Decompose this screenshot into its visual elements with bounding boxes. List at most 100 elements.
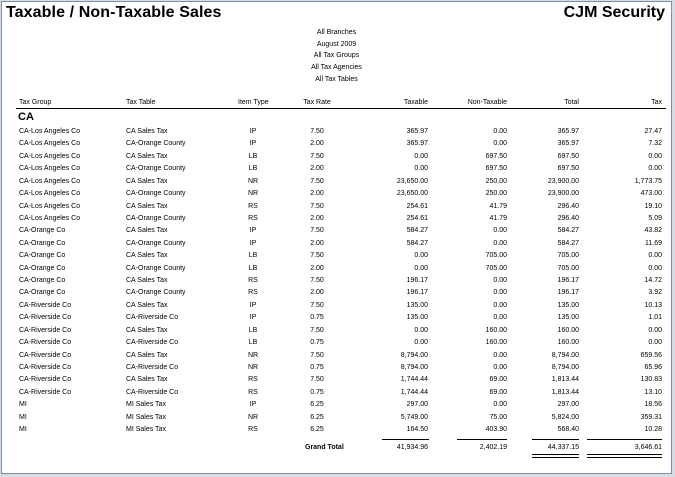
cell-tax-table: MI Sales Tax: [126, 413, 166, 421]
cell-item-type: NR: [247, 190, 259, 198]
cell-non-taxable: 697.50: [485, 165, 507, 173]
cell-taxable: 0.00: [414, 165, 428, 173]
cell-non-taxable: 250.00: [485, 177, 507, 185]
cell-item-type: IP: [249, 128, 257, 135]
report-title: Taxable / Non-Taxable Sales: [6, 4, 222, 21]
grand-total-row: Grand Total 41,934.96 2,402.19 44,337.15…: [2, 444, 671, 454]
cell-tax-rate: 2.00: [310, 214, 324, 222]
cell-tax-rate: 7.50: [310, 301, 324, 309]
cell-non-taxable: 69.00: [489, 388, 507, 396]
cell-item-type: LB: [248, 339, 258, 347]
cell-item-type: IP: [249, 140, 257, 148]
cell-tax-group: CA-Riverside Co: [19, 339, 72, 347]
cell-tax: 359.31: [640, 413, 662, 421]
table-row: CA-Orange Co CA Sales Tax LB 7.50 0.00 705.00…: [2, 252, 671, 264]
cell-tax-rate: 0.75: [310, 388, 324, 396]
cell-item-type: IP: [249, 301, 257, 309]
cell-total: 365.97: [557, 140, 579, 148]
cell-non-taxable: 0.00: [493, 140, 507, 148]
cell-taxable: 5,749.00: [400, 413, 428, 421]
grand-total-label: Grand Total: [305, 444, 344, 451]
cell-tax-rate: 2.00: [310, 264, 324, 272]
filter-branches: All Branches: [316, 29, 357, 36]
header-tax-rate: Tax Rate: [303, 99, 331, 106]
cell-item-type: LB: [248, 152, 258, 160]
cell-total: 697.50: [557, 152, 579, 160]
company-name: CJM Security: [563, 4, 665, 21]
cell-tax-group: CA-Los Angeles Co: [19, 214, 81, 222]
cell-tax: 130.83: [640, 376, 662, 384]
cell-item-type: RS: [248, 277, 258, 285]
filter-tax-tables: All Tax Tables: [315, 75, 358, 83]
cell-non-taxable: 705.00: [485, 264, 507, 272]
cell-taxable: 8,794.00: [400, 363, 428, 371]
cell-item-type: NR: [247, 363, 259, 371]
cell-taxable: 584.27: [406, 227, 428, 235]
cell-tax-table: CA-Orange County: [126, 264, 186, 272]
cell-tax-rate: 6.25: [310, 401, 324, 409]
table-row: MI MI Sales Tax RS 6.25 164.50 403.90 568.40 10…: [2, 426, 671, 438]
cell-tax: 10.13: [644, 301, 662, 309]
cell-total: 23,900.00: [547, 177, 579, 185]
cell-non-taxable: 160.00: [485, 326, 507, 334]
table-row: CA-Riverside Co CA-Riverside Co RS 0.75 1,74…: [2, 389, 671, 401]
cell-non-taxable: 0.00: [493, 351, 507, 359]
table-row: CA-Orange Co CA-Orange County RS 2.00 196.17…: [2, 289, 671, 301]
cell-tax: 0.00: [648, 252, 662, 260]
cell-item-type: LB: [248, 264, 258, 272]
cell-tax: 43.82: [644, 227, 662, 235]
cell-non-taxable: 697.50: [485, 152, 507, 160]
table-row: CA-Los Angeles Co CA Sales Tax RS 7.50 254.6…: [2, 203, 671, 215]
filter-tax-agencies: All Tax Agencies: [311, 64, 362, 72]
cell-tax-rate: 7.50: [310, 252, 324, 260]
cell-non-taxable: 75.00: [489, 413, 507, 421]
cell-item-type: LB: [248, 252, 258, 260]
cell-tax-table: CA-Orange County: [126, 190, 186, 198]
cell-item-type: LB: [248, 326, 258, 334]
header-total: Total: [564, 99, 579, 106]
cell-tax: 0.00: [648, 152, 662, 160]
cell-tax-group: CA-Orange Co: [19, 277, 66, 285]
cell-non-taxable: 0.00: [493, 128, 507, 135]
cell-tax-rate: 0.75: [310, 363, 324, 371]
cell-tax-table: CA Sales Tax: [126, 277, 168, 285]
cell-tax-rate: 7.50: [310, 202, 324, 210]
total-divider-total: [532, 439, 579, 440]
cell-total: 135.00: [557, 314, 579, 322]
cell-non-taxable: 41.79: [489, 214, 507, 222]
cell-tax: 19.10: [644, 202, 662, 210]
cell-tax: 0.00: [648, 326, 662, 334]
cell-tax-rate: 2.00: [310, 165, 324, 173]
cell-tax-group: MI: [19, 401, 27, 409]
table-row: CA-Los Angeles Co CA Sales Tax IP 7.50 365.9…: [2, 128, 671, 140]
cell-tax-table: MI Sales Tax: [126, 401, 166, 409]
grand-total-taxable: 41,934.96: [396, 444, 428, 451]
table-row: CA-Riverside Co CA Sales Tax LB 7.50 0.00 160…: [2, 327, 671, 339]
cell-non-taxable: 0.00: [493, 401, 507, 409]
cell-taxable: 196.17: [406, 277, 428, 285]
cell-non-taxable: 403.90: [485, 426, 507, 434]
cell-total: 365.97: [557, 128, 579, 135]
table-row: CA-Orange Co CA-Orange County LB 2.00 0.00 70…: [2, 265, 671, 277]
cell-tax: 3.92: [648, 289, 662, 297]
cell-total: 1,813.44: [551, 388, 579, 396]
cell-tax: 5.09: [648, 214, 662, 222]
cell-tax-group: CA-Riverside Co: [19, 326, 72, 334]
cell-tax-table: CA Sales Tax: [126, 376, 168, 384]
cell-tax: 14.72: [644, 277, 662, 285]
cell-taxable: 1,744.44: [400, 376, 428, 384]
cell-taxable: 0.00: [414, 252, 428, 260]
cell-taxable: 584.27: [406, 239, 428, 247]
cell-tax: 0.00: [648, 339, 662, 347]
cell-non-taxable: 0.00: [493, 301, 507, 309]
cell-total: 135.00: [557, 301, 579, 309]
cell-tax-group: MI: [19, 413, 27, 421]
cell-non-taxable: 69.00: [489, 376, 507, 384]
filter-tax-groups: All Tax Groups: [313, 52, 360, 60]
cell-non-taxable: 0.00: [493, 239, 507, 247]
cell-total: 160.00: [557, 326, 579, 334]
cell-item-type: NR: [247, 351, 259, 359]
cell-tax-group: CA-Los Angeles Co: [19, 152, 81, 160]
cell-non-taxable: 705.00: [485, 252, 507, 260]
cell-total: 297.00: [557, 401, 579, 409]
